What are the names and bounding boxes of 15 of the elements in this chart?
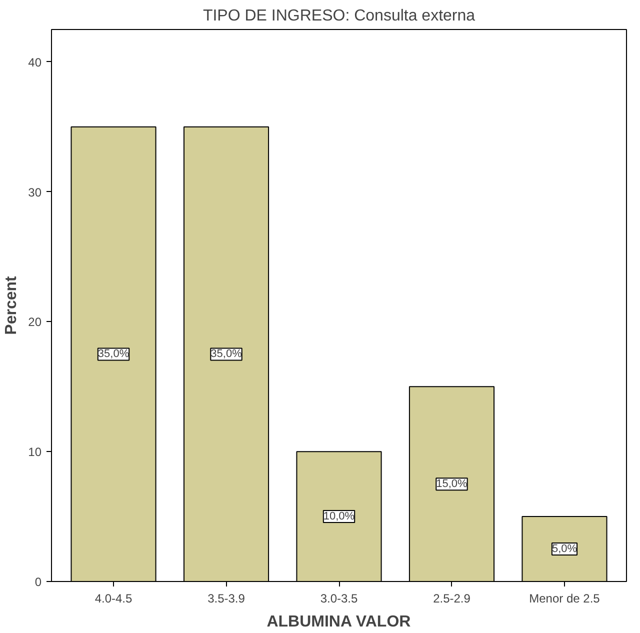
x-tick-label: 2.5-2.9 <box>433 592 471 606</box>
y-tick-label: 40 <box>28 55 42 70</box>
y-tick-label: 0 <box>34 575 42 589</box>
y-tick-label: 10 <box>28 445 42 460</box>
x-axis-title: ALBUMINA VALOR <box>266 614 412 630</box>
x-tick-label: Menor de 2.5 <box>529 592 600 606</box>
y-tick-label: 30 <box>28 185 42 200</box>
y-axis-title: Percent <box>3 275 20 335</box>
x-tick-label: 3.5-3.9 <box>208 592 246 606</box>
x-tick-label: 3.0-3.5 <box>320 592 358 606</box>
chart-title: TIPO DE INGRESO: Consulta externa <box>202 8 476 24</box>
data-label: 15,0% <box>436 478 468 490</box>
x-tick-label: 4.0-4.5 <box>94 592 133 606</box>
data-label: 35,0% <box>210 348 242 360</box>
y-tick-label: 20 <box>28 315 42 330</box>
